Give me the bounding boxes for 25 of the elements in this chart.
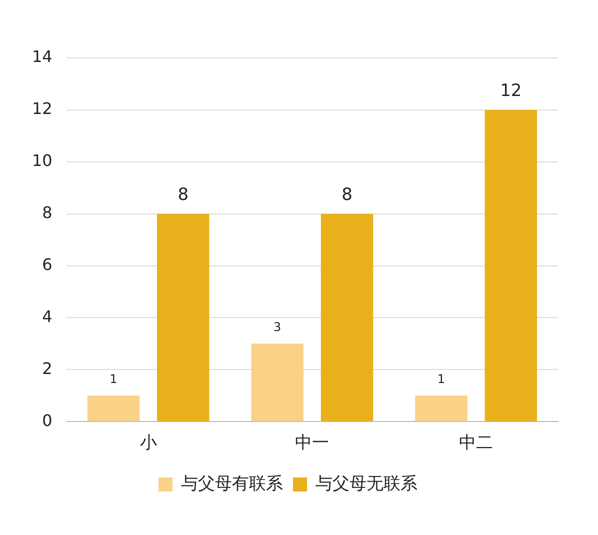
data-label: 12 [500, 80, 522, 101]
bar [484, 110, 538, 422]
y-tick-label: 10 [32, 151, 52, 170]
data-label: 8 [342, 184, 352, 205]
bar [415, 396, 468, 422]
bar [320, 214, 374, 422]
data-label: 8 [178, 184, 189, 205]
y-tick-label: 14 [32, 47, 52, 66]
x-tick-label: 中一 [295, 433, 330, 454]
y-tick-label: 12 [32, 99, 52, 118]
y-tick-label: 6 [42, 254, 52, 274]
y-tick-label: 4 [42, 306, 52, 326]
y-tick-label: 8 [42, 202, 52, 222]
legend-label: 与父母无联系 [316, 474, 418, 494]
x-tick-label: 中二 [459, 433, 494, 454]
bar [157, 214, 210, 422]
legend-label: 与父母有联系 [181, 474, 283, 494]
data-label: 1 [110, 372, 118, 386]
data-label: 3 [274, 320, 282, 334]
x-tick-label: 小 [140, 433, 157, 454]
y-tick-label: 0 [42, 410, 52, 430]
bar [251, 344, 304, 422]
bar [87, 396, 140, 422]
data-label: 1 [437, 372, 446, 386]
y-tick-label: 2 [42, 358, 52, 378]
